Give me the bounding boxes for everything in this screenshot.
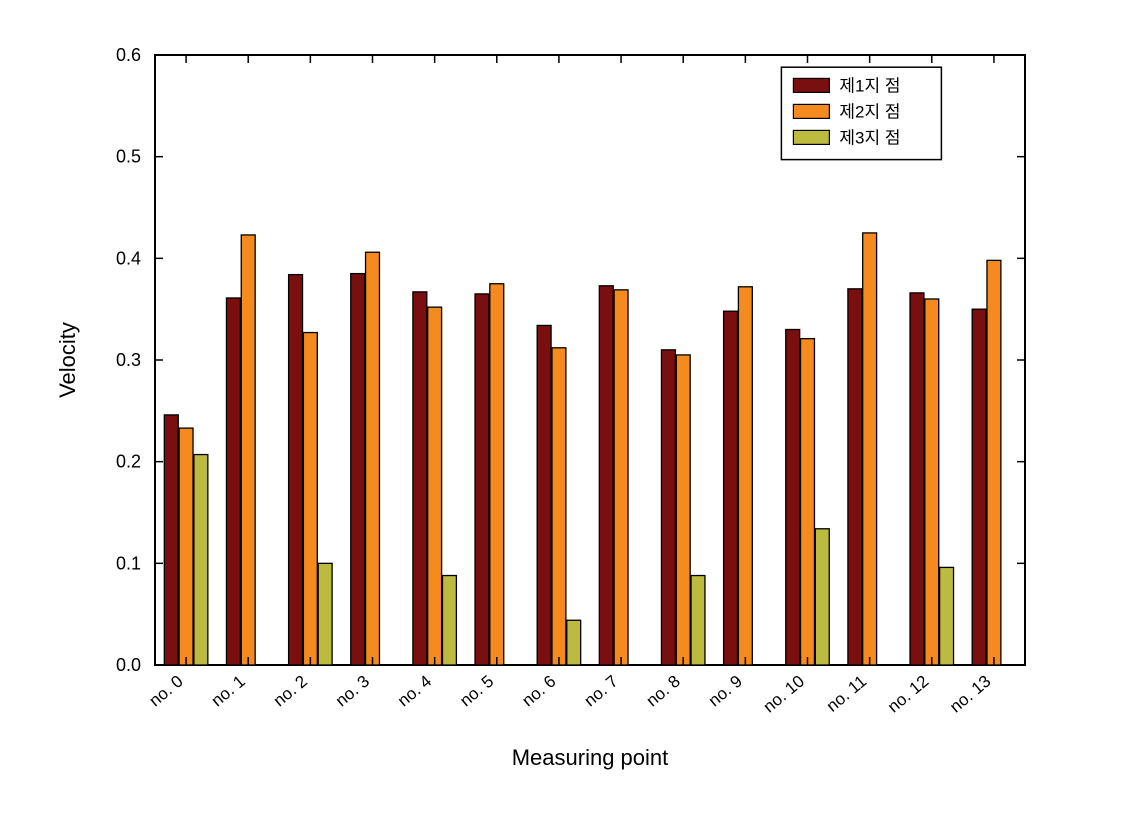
bar (366, 252, 380, 665)
bar (724, 311, 738, 665)
bar (226, 298, 240, 665)
bar (786, 330, 800, 666)
bar (972, 309, 986, 665)
ytick-label: 0.6 (116, 45, 141, 65)
bar (925, 299, 939, 665)
ytick-label: 0.0 (116, 655, 141, 675)
bar (676, 355, 690, 665)
bar (475, 294, 489, 665)
bar (738, 287, 752, 665)
bar (194, 455, 208, 665)
legend-swatch (793, 78, 829, 92)
ytick-label: 0.1 (116, 553, 141, 573)
bar (318, 563, 332, 665)
bar (241, 235, 255, 665)
x-axis-label: Measuring point (512, 745, 669, 770)
bar (303, 333, 317, 665)
bar (863, 233, 877, 665)
bar (413, 292, 427, 665)
bar (428, 307, 442, 665)
legend: 제1지 점제2지 점제3지 점 (781, 67, 941, 159)
bar (567, 620, 581, 665)
bar (537, 325, 551, 665)
velocity-bar-chart: 0.00.10.20.30.40.50.6no. 0no. 1no. 2no. … (0, 0, 1127, 828)
bar (164, 415, 178, 665)
ytick-label: 0.5 (116, 147, 141, 167)
bar (614, 290, 628, 665)
bar (289, 275, 303, 665)
y-axis-label: Velocity (55, 322, 80, 398)
bar (442, 576, 456, 665)
bar (351, 274, 365, 665)
chart-container: 0.00.10.20.30.40.50.6no. 0no. 1no. 2no. … (0, 0, 1127, 828)
bar (599, 286, 613, 665)
bar (552, 348, 566, 665)
ytick-label: 0.4 (116, 248, 141, 268)
bar (661, 350, 675, 665)
ytick-label: 0.2 (116, 452, 141, 472)
legend-label: 제2지 점 (839, 102, 900, 121)
bar (801, 339, 815, 665)
legend-label: 제1지 점 (839, 76, 900, 95)
legend-swatch (793, 130, 829, 144)
bar (815, 529, 829, 665)
bar (179, 428, 193, 665)
legend-label: 제3지 점 (839, 128, 900, 147)
bar (987, 260, 1001, 665)
bar (940, 567, 954, 665)
bar (490, 284, 504, 665)
bar (848, 289, 862, 665)
bar (910, 293, 924, 665)
legend-swatch (793, 104, 829, 118)
bar (691, 576, 705, 665)
ytick-label: 0.3 (116, 350, 141, 370)
